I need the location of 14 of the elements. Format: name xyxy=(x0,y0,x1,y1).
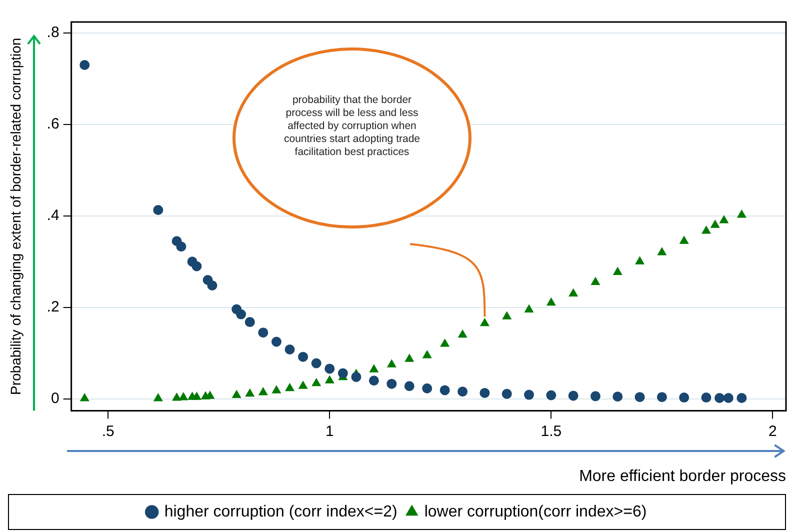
legend-label: higher corruption (corr index<=2) xyxy=(164,503,398,520)
legend-label: lower corruption(corr index>=6) xyxy=(424,503,647,520)
y-axis-title: Probability of changing extent of border-related corruption xyxy=(7,38,24,396)
y-tick-label: 0 xyxy=(50,390,60,408)
y-tick-label: .8 xyxy=(46,24,60,42)
x-tick-label: 2 xyxy=(768,422,777,440)
x-tick-label: .5 xyxy=(102,422,114,440)
x-axis-title: More efficient border process xyxy=(579,468,786,485)
y-tick-label: .4 xyxy=(46,207,60,224)
annotation: probability that the border process will be less and less affected by corruption when countries start adopting trade facilitation best practices xyxy=(283,94,421,159)
x-tick-label: 1 xyxy=(325,422,334,440)
x-tick-label: 1.5 xyxy=(540,422,562,440)
y-tick-label: .2 xyxy=(46,298,60,316)
y-tick-label: .6 xyxy=(46,116,60,133)
